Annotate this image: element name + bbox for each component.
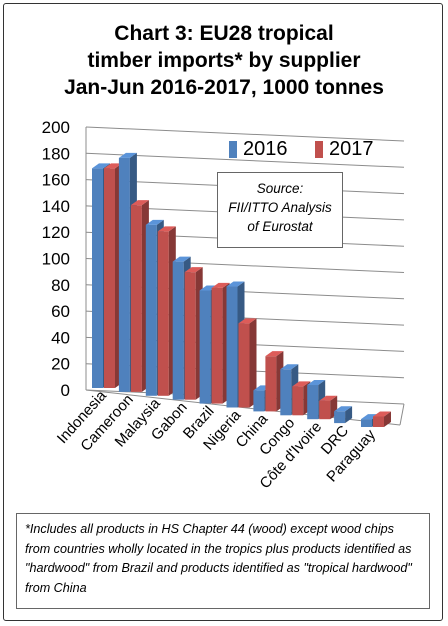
bar-front [145,224,157,396]
bar-top [104,163,122,169]
bar-front [92,168,103,388]
bar-top [172,256,191,262]
bars [92,152,391,427]
bar-side [249,318,257,408]
bar-top [118,152,137,158]
y-tick-label: 140 [42,197,70,216]
gridline [85,152,405,168]
bar-top [157,226,176,232]
gridlines: 0 20 40 60 80 100 120 140 160 180 200 [42,118,405,426]
bar-front [265,356,277,412]
bar-side [345,406,353,424]
bar-front [199,290,211,404]
bar-top [361,414,379,420]
figure-border [3,3,443,621]
source-note-box: Source: FII/ITTO Analysis of Eurostat [217,172,343,248]
source-line-3: of Eurostat [247,219,313,234]
bar-front [118,157,130,392]
bar-front [238,323,250,408]
bar-front [253,390,265,412]
bar-top [307,380,326,386]
bar-front [319,400,331,420]
source-line-1: Source: [256,181,304,196]
chart-title: Chart 3: EU28 tropical timber imports* b… [0,20,448,101]
bar-front [172,261,184,400]
bar-top [238,318,257,324]
bar-front [307,385,319,420]
bar-front [292,386,304,416]
legend-label-2017: 2017 [329,138,374,160]
chart-title-line-1: Chart 3: EU28 tropical [114,22,334,45]
y-tick-label: 180 [42,144,70,163]
bar-top [130,200,149,206]
y-tick-label: 0 [61,381,70,400]
bar-side [384,411,391,427]
chart-title-line-3: Jan-Jun 2016-2017, 1000 tonnes [64,76,384,99]
bar-top [373,411,391,417]
bar-front [334,411,346,424]
bar-top [334,406,353,412]
bar-top [280,364,299,370]
y-tick-label: 20 [51,355,70,374]
bar-top [265,351,284,357]
legend-label-2016: 2016 [243,138,288,160]
bar-top [145,219,164,225]
footnote-box: *Includes all products in HS Chapter 44 … [16,513,430,609]
y-tick-label: 100 [42,250,70,269]
bar-2016-drc [334,406,353,424]
bar-top [211,282,230,288]
chart-title-line-2: timber imports* by supplier [87,49,361,72]
bar-2017-paraguay [373,411,391,427]
bar-top [292,381,311,387]
bar-top [199,285,218,291]
y-tick-label: 120 [42,223,70,242]
floor-side-edge [399,403,405,426]
bar-front [104,168,115,388]
bar-front [373,416,384,427]
bar-top [184,267,203,273]
bar-front [157,231,169,396]
gridline [85,126,405,142]
y-tick-label: 160 [42,171,70,190]
legend-swatch-2016 [229,141,237,158]
y-tick-label: 60 [51,302,70,321]
bar-front [361,419,372,427]
y-tick-label: 40 [51,328,70,347]
bar-2017-nigeria [238,318,257,408]
legend-swatch-2017 [315,141,323,158]
bar-front [211,287,223,404]
y-tick-label: 80 [51,276,70,295]
bar-front [226,286,238,408]
bar-front [130,205,142,392]
bar-top [92,163,110,169]
bar-front [184,272,196,400]
source-line-2: FII/ITTO Analysis [228,200,332,215]
bar-top [226,281,245,287]
y-tick-label: 200 [42,118,70,137]
bar-top [319,395,338,401]
bar-front [280,369,292,416]
